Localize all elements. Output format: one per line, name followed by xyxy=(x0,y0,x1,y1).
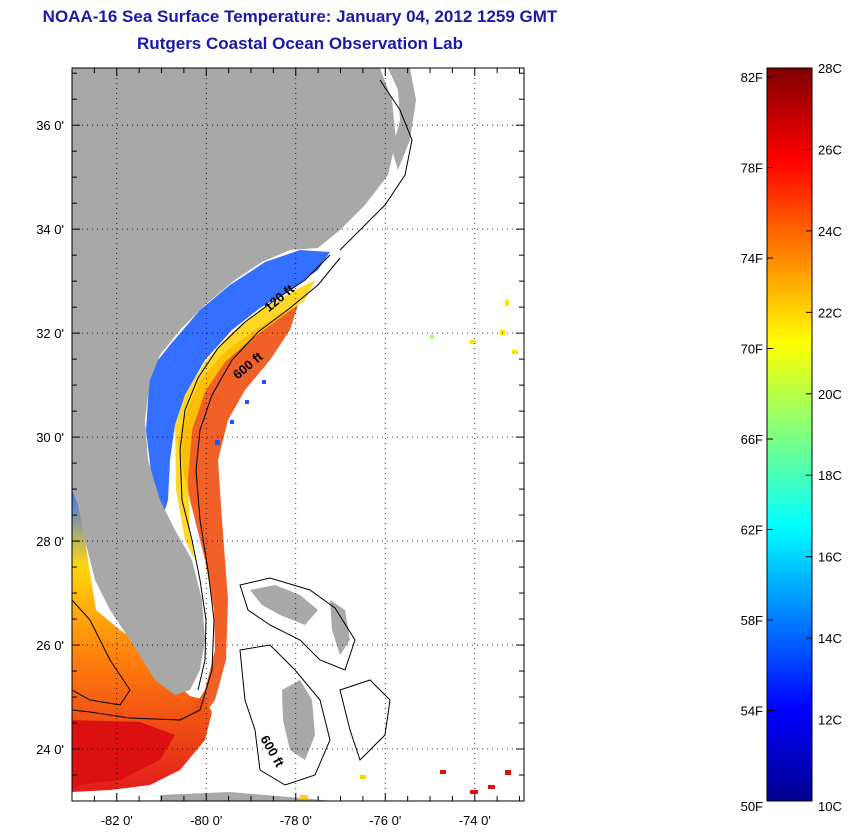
map-ticks: 24 0' 26 0' 28 0' 30 0' 32 0' 34 0' 36 0' -82 0… xyxy=(36,68,524,828)
lon-tick-label: -76 0' xyxy=(369,813,401,828)
lon-tick-label: -82 0' xyxy=(101,813,133,828)
land-mainland xyxy=(72,68,396,695)
contour-coast-north xyxy=(339,79,413,251)
contour-600ft xyxy=(72,257,341,721)
shelf-mid-band xyxy=(175,280,315,560)
lat-tick-label: 24 0' xyxy=(36,742,64,757)
celsius-label: 28C xyxy=(818,61,842,76)
lon-tick-label: -80 0' xyxy=(190,813,222,828)
scattered-sst-pixels xyxy=(215,300,518,799)
celsius-label: 26C xyxy=(818,142,842,157)
map-border xyxy=(71,67,525,802)
gulf-deep-warm xyxy=(72,720,175,790)
land-bahamas-grand xyxy=(250,585,318,625)
celsius-label: 14C xyxy=(818,631,842,646)
celsius-label: 10C xyxy=(818,799,842,814)
celsius-label: 16C xyxy=(818,550,842,565)
celsius-label: 18C xyxy=(818,468,842,483)
land-cuba xyxy=(160,792,335,801)
colorbar: 28C 26C 24C 22C 20C 18C 16C 14C 12C 10C 82F 78F 74F 7… xyxy=(741,61,842,814)
celsius-label: 20C xyxy=(818,387,842,402)
contour-gulf xyxy=(72,599,131,706)
contour-120ft xyxy=(179,254,331,691)
fahrenheit-label: 50F xyxy=(741,799,763,814)
lat-tick-label: 28 0' xyxy=(36,534,64,549)
land-bahamas-eleuthera xyxy=(330,600,350,655)
fahrenheit-label: 78F xyxy=(741,161,763,176)
lon-tick-label: -78 0' xyxy=(280,813,312,828)
fahrenheit-label: 66F xyxy=(741,432,763,447)
lat-tick-label: 32 0' xyxy=(36,326,64,341)
lat-tick-label: 34 0' xyxy=(36,222,64,237)
colorbar-labels: 28C 26C 24C 22C 20C 18C 16C 14C 12C 10C 82F 78F 74F 7… xyxy=(741,61,842,814)
celsius-label: 22C xyxy=(818,305,842,320)
celsius-label: 24C xyxy=(818,224,842,239)
gulf-sst-field xyxy=(72,490,212,792)
lat-tick-label: 36 0' xyxy=(36,118,64,133)
land-outer-banks xyxy=(388,68,416,170)
lon-tick-label: -74 0' xyxy=(459,813,491,828)
fahrenheit-label: 74F xyxy=(741,251,763,266)
celsius-label: 12C xyxy=(818,713,842,728)
lat-tick-label: 26 0' xyxy=(36,638,64,653)
fahrenheit-label: 54F xyxy=(741,704,763,719)
contour-bahamas xyxy=(239,577,356,671)
straits-sst-field xyxy=(178,305,298,725)
fahrenheit-label: 70F xyxy=(741,342,763,357)
shelf-cool-band xyxy=(146,250,330,520)
colorbar-gradient xyxy=(766,67,813,802)
fahrenheit-label: 82F xyxy=(741,70,763,85)
lat-tick-label: 30 0' xyxy=(36,430,64,445)
map-subtitle: Rutgers Coastal Ocean Observation Lab xyxy=(137,34,463,53)
map-title: NOAA-16 Sea Surface Temperature: January… xyxy=(42,7,558,26)
contour-bahamas-south xyxy=(239,644,331,786)
contour-bahamas-east xyxy=(339,679,391,761)
fahrenheit-label: 58F xyxy=(741,613,763,628)
fahrenheit-label: 62F xyxy=(741,523,763,538)
map-content xyxy=(72,68,518,801)
land-bahamas-andros xyxy=(282,680,315,760)
map-gridlines xyxy=(72,68,524,801)
